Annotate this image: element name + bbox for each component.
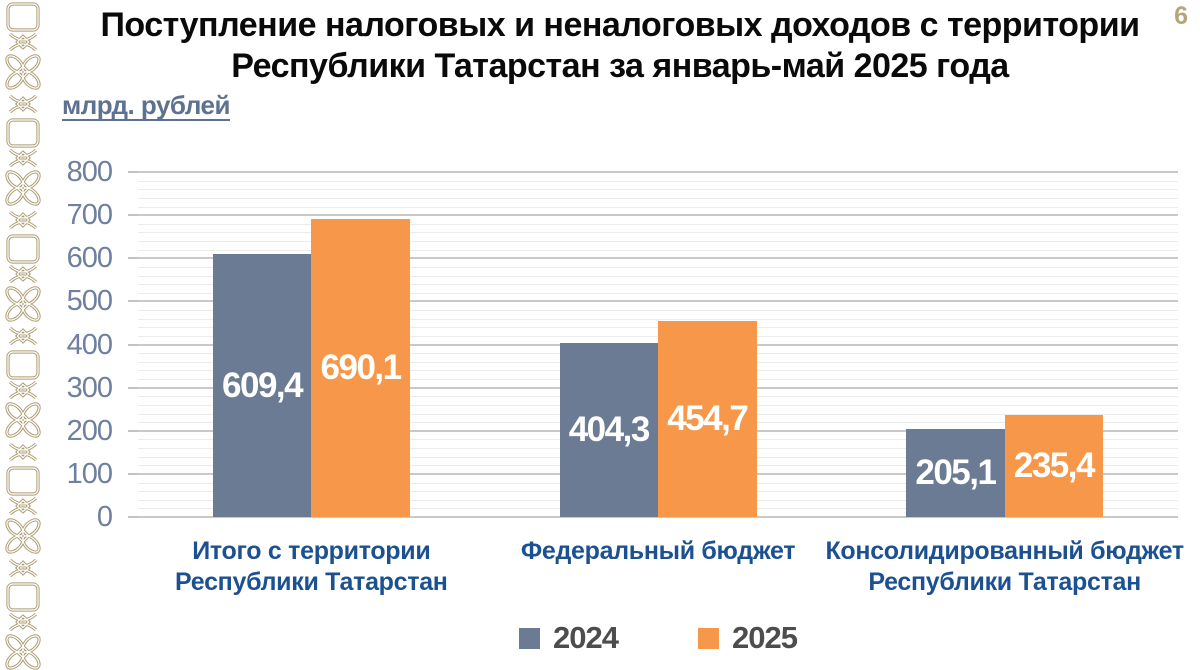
bar-value-label: 205,1 [915, 452, 997, 492]
bar-value-label: 609,4 [222, 365, 304, 405]
y-axis-tick-label: 300 [66, 371, 113, 404]
legend-item-2024: 2024 [519, 620, 619, 656]
major-gridline [138, 171, 1178, 173]
y-axis-tick-label: 200 [66, 414, 113, 447]
y-axis-tick-label: 800 [66, 156, 113, 188]
slide-title: Поступление налоговых и неналоговых дохо… [60, 5, 1180, 87]
y-axis-tick [128, 300, 138, 303]
minor-gridline [138, 310, 1178, 311]
minor-gridline [138, 180, 1178, 182]
legend-item-2025: 2025 [698, 620, 798, 656]
minor-gridline [138, 292, 1178, 294]
slide-title-line-1: Поступление налоговых и неналоговых дохо… [100, 6, 1140, 44]
y-axis-tick [128, 516, 138, 518]
minor-gridline [138, 275, 1178, 277]
ornament-border [2, 0, 50, 670]
minor-gridline [138, 197, 1178, 199]
bar-2024: 609,4 [212, 254, 312, 517]
y-axis-tick-label: 0 [96, 501, 113, 533]
bar-2025: 235,4 [1004, 415, 1104, 517]
chart-legend: 2024 2025 [138, 617, 1178, 659]
category-label: Консолидированный бюджет Республики Татар… [823, 536, 1187, 598]
bar-value-label: 235,4 [1013, 446, 1096, 486]
y-axis-tick [128, 343, 138, 346]
y-axis-units-label: млрд. рублей [62, 90, 230, 120]
legend-label-2025: 2025 [732, 620, 798, 655]
y-axis-tick [128, 429, 138, 432]
y-axis-tick [128, 472, 138, 475]
major-gridline [138, 257, 1178, 260]
major-gridline [138, 214, 1178, 217]
minor-gridline [138, 241, 1178, 242]
minor-gridline [138, 206, 1178, 208]
y-axis-tick-label: 600 [66, 242, 113, 275]
bar-value-label: 454,7 [667, 398, 749, 438]
minor-gridline [138, 232, 1178, 234]
category-label: Федеральный бюджет [476, 536, 840, 567]
y-axis-tick [128, 171, 138, 173]
y-axis-tick-label: 700 [66, 199, 113, 232]
minor-gridline [138, 266, 1178, 268]
y-axis-tick [128, 257, 138, 260]
bar-value-label: 690,1 [320, 348, 403, 388]
category-label-line: Федеральный бюджет [520, 537, 796, 565]
y-axis-tick-label: 100 [66, 457, 113, 490]
y-axis-tick [128, 386, 138, 389]
slide-title-line-2: Республики Татарстан за январь-май 2025 … [231, 47, 1009, 85]
minor-gridline [138, 223, 1178, 225]
bar-2024: 404,3 [559, 342, 658, 517]
y-axis-tick-label: 500 [66, 285, 113, 318]
category-label-line: Республики Татарстан [868, 568, 1141, 596]
minor-gridline [138, 284, 1178, 286]
bar-2024: 205,1 [906, 428, 1005, 517]
major-gridline [138, 516, 1178, 518]
category-label: Итого с территории Республики Татарстан [129, 536, 493, 598]
y-axis-tick-label: 400 [66, 328, 113, 361]
major-gridline [138, 300, 1178, 303]
minor-gridline [138, 318, 1178, 320]
minor-gridline [138, 249, 1178, 251]
legend-swatch-2025 [698, 627, 719, 649]
category-label-line: Республики Татарстан [175, 568, 448, 596]
category-label-line: Итого с территории [192, 537, 431, 565]
page-number: 6 [1174, 2, 1188, 30]
bar-2025: 690,1 [311, 219, 410, 517]
legend-swatch-2024 [519, 627, 541, 649]
category-label-line: Консолидированный бюджет [825, 537, 1184, 565]
minor-gridline [138, 189, 1178, 191]
bar-2025: 454,7 [658, 320, 757, 517]
bar-value-label: 404,3 [568, 409, 651, 449]
y-axis-tick [128, 214, 138, 217]
legend-label-2024: 2024 [553, 620, 619, 655]
